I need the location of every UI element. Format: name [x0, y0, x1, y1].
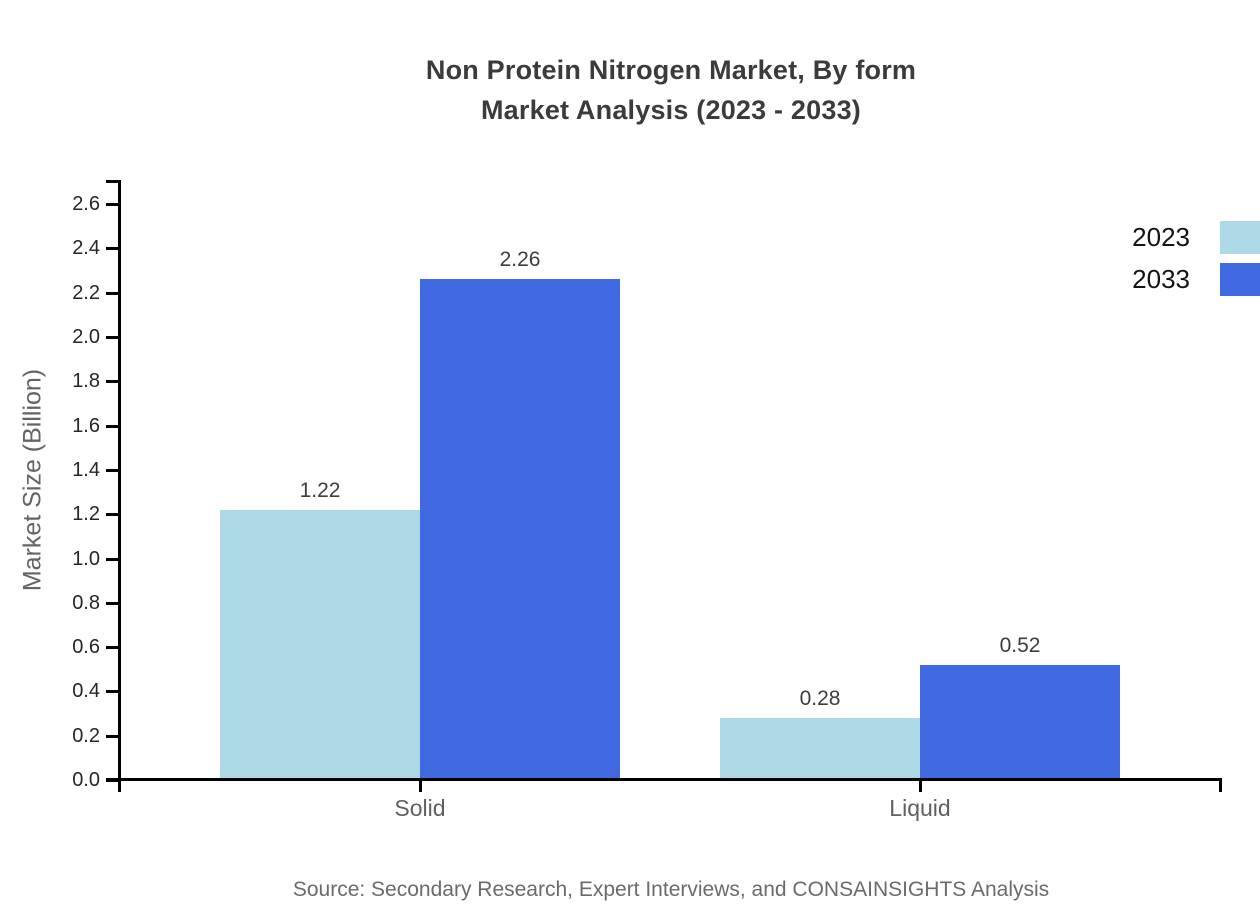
- bar-2023-liquid: [720, 717, 920, 780]
- y-axis-tick-label: 1.6: [72, 414, 100, 437]
- y-axis-tick-label: 0.2: [72, 724, 100, 747]
- y-axis-tick-label: 2.0: [72, 326, 100, 348]
- y-axis-tick-label: 2.4: [72, 237, 100, 260]
- bar-2023-solid: [220, 509, 420, 780]
- y-axis-tick: [106, 734, 120, 738]
- chart-title-line-2: Market Analysis (2023 - 2033): [480, 95, 861, 125]
- y-axis-spine: [118, 180, 121, 792]
- y-axis-tick: [106, 424, 120, 428]
- y-axis-tick: [106, 203, 120, 207]
- y-axis-tick: [106, 291, 120, 295]
- bar-value-label: 2.26: [499, 248, 541, 272]
- y-axis-tick: [106, 557, 120, 561]
- y-axis-tick: [106, 247, 120, 251]
- bar-2033-liquid: [920, 664, 1120, 780]
- x-axis-spine: [106, 778, 1222, 781]
- y-axis-tick-label: 2.2: [72, 281, 100, 304]
- y-axis-tick-label: 1.8: [72, 370, 100, 393]
- bar-value-label: 0.28: [799, 686, 841, 710]
- x-axis-tick: [919, 778, 922, 792]
- y-axis-tick: [106, 601, 120, 605]
- x-axis-end-cap: [1219, 778, 1222, 792]
- bar-value-label: 1.22: [299, 478, 341, 502]
- x-axis-category-label: Liquid: [889, 795, 951, 821]
- y-axis-tick: [106, 690, 120, 694]
- y-axis-tick-label: 1.2: [72, 503, 100, 526]
- y-axis-tick: [106, 646, 120, 650]
- legend-item-2033: 2033: [1132, 263, 1260, 296]
- legend-label: 2023: [1132, 222, 1190, 252]
- y-axis-tick-label: 1.0: [72, 547, 100, 570]
- y-axis-tick-label: 0.0: [72, 769, 100, 791]
- legend: 2023 2033: [1132, 221, 1260, 305]
- x-axis-category-label: Solid: [394, 795, 446, 821]
- bar-value-label: 0.52: [999, 633, 1041, 657]
- y-axis-tick: [106, 513, 120, 517]
- legend-swatch: [1220, 263, 1260, 296]
- y-axis-end-cap: [106, 180, 121, 183]
- y-axis-tick: [106, 468, 120, 472]
- source-note: Source: Secondary Research, Expert Inter…: [292, 878, 1050, 901]
- y-axis-tick-label: 0.6: [72, 636, 100, 659]
- y-axis-tick-label: 0.4: [72, 680, 100, 703]
- legend-swatch: [1220, 221, 1260, 254]
- legend-label: 2033: [1132, 264, 1190, 294]
- bar-2033-solid: [420, 279, 620, 780]
- x-axis-tick: [419, 778, 422, 792]
- y-axis-tick-label: 2.6: [72, 193, 100, 216]
- y-axis-tick: [106, 380, 120, 384]
- y-axis-tick-label: 1.4: [72, 458, 100, 481]
- y-axis-tick-label: 0.8: [72, 591, 100, 614]
- legend-item-2023: 2023: [1132, 221, 1260, 254]
- chart-title-line-1: Non Protein Nitrogen Market, By form: [425, 55, 917, 85]
- y-axis-tick: [106, 336, 120, 339]
- chart-title: Non Protein Nitrogen Market, By form Mar…: [120, 50, 1222, 130]
